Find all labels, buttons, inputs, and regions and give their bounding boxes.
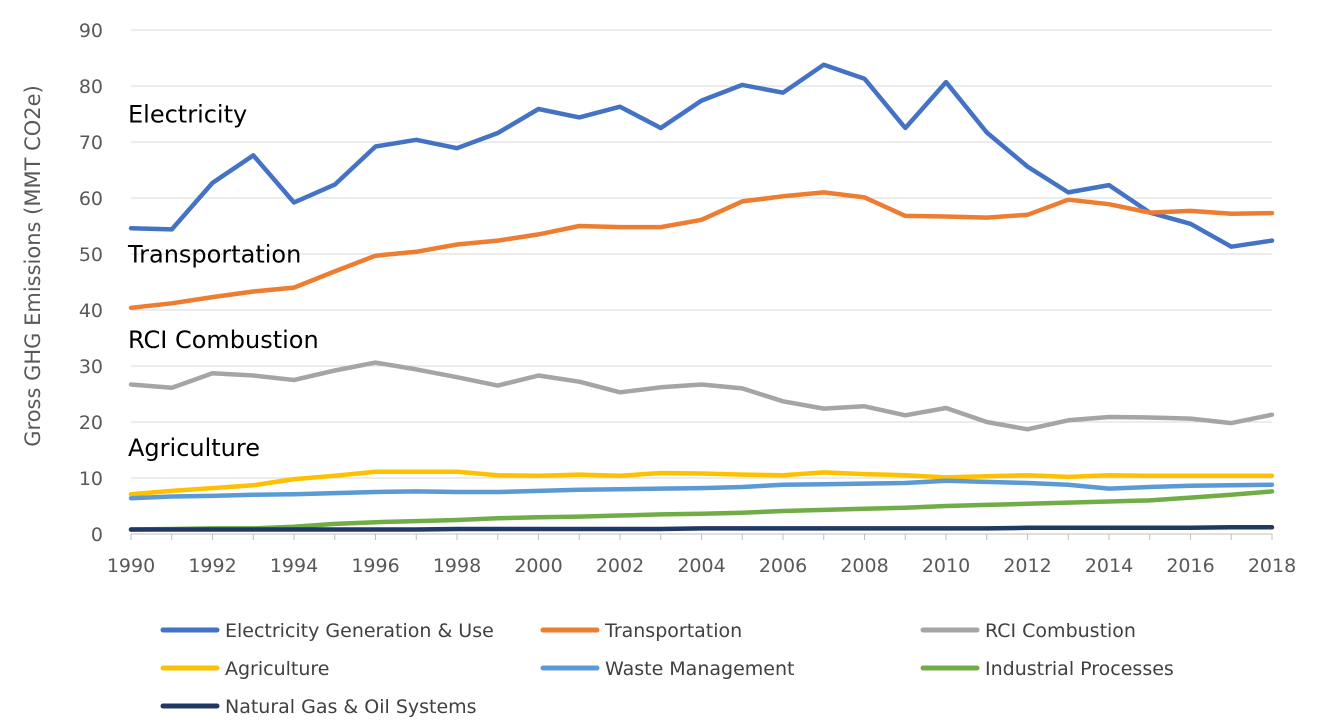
legend-item: Natural Gas & Oil Systems bbox=[160, 696, 477, 718]
annotation-label: Transportation bbox=[127, 240, 301, 268]
legend-label: Agriculture bbox=[225, 658, 330, 680]
x-tick-label: 2002 bbox=[596, 555, 644, 577]
x-tick-label: 2006 bbox=[759, 555, 807, 577]
y-tick-label: 10 bbox=[79, 468, 103, 490]
x-tick-label: 1998 bbox=[433, 555, 481, 577]
legend-item: RCI Combustion bbox=[920, 620, 1136, 642]
x-tick-label: 2016 bbox=[1166, 555, 1214, 577]
legend-label: Natural Gas & Oil Systems bbox=[225, 696, 477, 718]
legend-label: Transportation bbox=[604, 620, 742, 642]
legend-item: Transportation bbox=[540, 620, 742, 642]
legend-item: Agriculture bbox=[160, 658, 330, 680]
annotation-label: Agriculture bbox=[128, 434, 260, 462]
y-tick-label: 20 bbox=[79, 412, 103, 434]
y-tick-label: 60 bbox=[79, 188, 103, 210]
legend-label: RCI Combustion bbox=[985, 620, 1136, 642]
gridlines bbox=[131, 29, 1272, 479]
axes: 0 10 20 30 40 50 60 70 80 90 1990 1992 1994 1996 1998 2… bbox=[79, 20, 1296, 577]
y-tick-label: 40 bbox=[79, 300, 103, 322]
legend-label: Industrial Processes bbox=[985, 658, 1174, 680]
series-line-transportation bbox=[128, 190, 1275, 311]
x-tick-label: 1994 bbox=[270, 555, 318, 577]
x-tick-label: 2004 bbox=[677, 555, 725, 577]
series-line-electricity-generation-use bbox=[128, 62, 1275, 249]
series-line-agriculture bbox=[128, 469, 1275, 497]
series-line-rci-combustion bbox=[128, 360, 1275, 432]
x-tick-label: 2010 bbox=[922, 555, 970, 577]
x-tick-label: 1990 bbox=[107, 555, 155, 577]
x-tick-label: 1996 bbox=[351, 555, 399, 577]
y-tick-label: 50 bbox=[79, 244, 103, 266]
legend: Electricity Generation & Use Transportati… bbox=[160, 620, 1174, 718]
y-tick-label: 90 bbox=[79, 20, 103, 42]
annotation-label: RCI Combustion bbox=[128, 326, 319, 354]
annotation-label: Electricity bbox=[128, 100, 247, 128]
x-tick-label: 2008 bbox=[840, 555, 888, 577]
x-tick-label: 2014 bbox=[1085, 555, 1133, 577]
series-line-waste-management bbox=[128, 478, 1275, 501]
y-tick-label: 80 bbox=[79, 76, 103, 98]
legend-label: Electricity Generation & Use bbox=[225, 620, 494, 642]
legend-label: Waste Management bbox=[605, 658, 794, 680]
series-lines bbox=[128, 62, 1275, 532]
x-tick-label: 2000 bbox=[514, 555, 562, 577]
x-tick-label: 1992 bbox=[188, 555, 236, 577]
legend-item: Waste Management bbox=[540, 658, 794, 680]
y-tick-label: 30 bbox=[79, 356, 103, 378]
y-tick-label: 70 bbox=[79, 132, 103, 154]
series-line-industrial-processes bbox=[128, 489, 1275, 532]
x-tick-label: 2012 bbox=[1003, 555, 1051, 577]
legend-item: Electricity Generation & Use bbox=[160, 620, 494, 642]
y-tick-label: 0 bbox=[91, 524, 103, 546]
annotations: Electricity Transportation RCI Combustion A… bbox=[127, 100, 319, 462]
y-axis-title: Gross GHG Emissions (MMT CO2e) bbox=[21, 85, 45, 447]
x-tick-label: 2018 bbox=[1248, 555, 1296, 577]
legend-item: Industrial Processes bbox=[920, 658, 1174, 680]
series-line-natural-gas-oil-systems bbox=[128, 525, 1275, 532]
